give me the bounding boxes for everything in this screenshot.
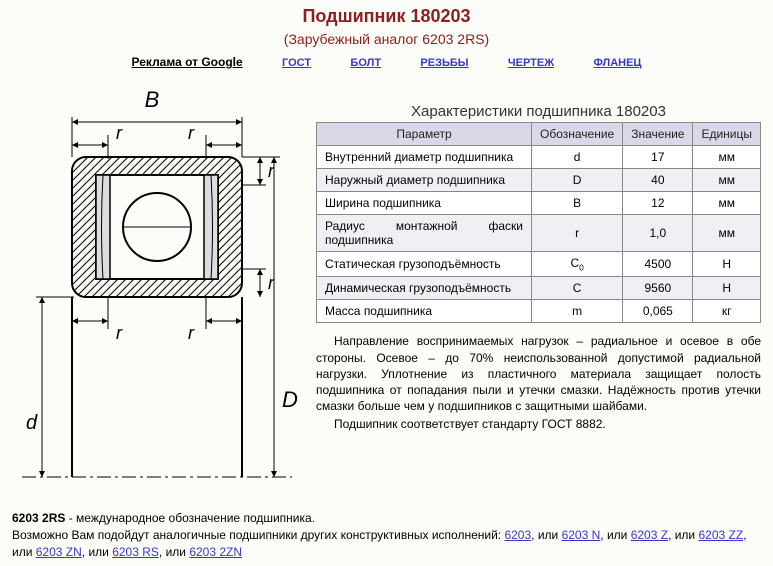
cell-symbol: r <box>532 215 623 252</box>
cell-unit: мм <box>693 169 761 192</box>
cell-param: Внутренний диаметр подшипника <box>317 146 532 169</box>
spec-table: Параметр Обозначение Значение Единицы Вн… <box>316 122 761 323</box>
footer-line1: 6203 2RS - международное обозначение под… <box>12 510 761 527</box>
alt-link[interactable]: 6203 <box>504 528 531 542</box>
page-title: Подшипник 180203 <box>12 6 761 27</box>
table-row: Радиус монтажной фаски подшипникаr1,0мм <box>317 215 761 252</box>
cell-unit: мм <box>693 215 761 252</box>
cell-value: 4500 <box>623 252 693 277</box>
intl-desc: - международное обозначение подшипника. <box>65 511 315 525</box>
cell-symbol: d <box>532 146 623 169</box>
label-r-tr: r <box>188 123 195 143</box>
label-r-tl: r <box>116 123 123 143</box>
nav-link-rezby[interactable]: РЕЗЬБЫ <box>420 57 468 69</box>
label-d: d <box>26 412 38 434</box>
desc-p2: Подшипник соответствует стандарту ГОСТ 8… <box>316 416 761 432</box>
cell-value: 12 <box>623 192 693 215</box>
bearing-diagram: B r r r r r r d <box>12 77 302 490</box>
cell-unit: мм <box>693 192 761 215</box>
cell-param: Радиус монтажной фаски подшипника <box>317 215 532 252</box>
col-param: Параметр <box>317 123 532 146</box>
cell-value: 1,0 <box>623 215 693 252</box>
nav-link-chertezh[interactable]: ЧЕРТЕЖ <box>508 57 554 69</box>
cell-value: 0,065 <box>623 300 693 323</box>
footer: 6203 2RS - международное обозначение под… <box>12 510 761 560</box>
desc-p1: Направление воспринимаемых нагрузок – ра… <box>316 333 761 414</box>
label-D: D <box>282 387 298 412</box>
nav-link-bolt[interactable]: БОЛТ <box>350 57 381 69</box>
table-row: Статическая грузоподъёмностьC04500Н <box>317 252 761 277</box>
cell-param: Наружный диаметр подшипника <box>317 169 532 192</box>
alt-link[interactable]: 6203 Z <box>631 528 668 542</box>
description-block: Направление воспринимаемых нагрузок – ра… <box>316 333 761 432</box>
table-row: Масса подшипникаm0,065кг <box>317 300 761 323</box>
cell-value: 9560 <box>623 277 693 300</box>
col-symbol: Обозначение <box>532 123 623 146</box>
cell-value: 40 <box>623 169 693 192</box>
table-row: Ширина подшипникаB12мм <box>317 192 761 215</box>
alt-link[interactable]: 6203 N <box>562 528 601 542</box>
cell-unit: Н <box>693 252 761 277</box>
cell-param: Масса подшипника <box>317 300 532 323</box>
col-unit: Единицы <box>693 123 761 146</box>
nav-link-gost[interactable]: ГОСТ <box>282 57 311 69</box>
alt-link[interactable]: 6203 RS <box>112 545 159 559</box>
footer-line2: Возможно Вам подойдут аналогичные подшип… <box>12 527 761 561</box>
cell-unit: Н <box>693 277 761 300</box>
col-value: Значение <box>623 123 693 146</box>
label-r-br: r <box>188 323 195 343</box>
ad-label[interactable]: Реклама от Google <box>132 55 243 69</box>
table-row: Внутренний диаметр подшипникаd17мм <box>317 146 761 169</box>
table-header-row: Параметр Обозначение Значение Единицы <box>317 123 761 146</box>
table-row: Наружный диаметр подшипникаD40мм <box>317 169 761 192</box>
label-B: B <box>145 87 160 112</box>
alt-link[interactable]: 6203 ZZ <box>698 528 743 542</box>
cell-symbol: C <box>532 277 623 300</box>
cell-symbol: D <box>532 169 623 192</box>
alt-link[interactable]: 6203 ZN <box>36 545 82 559</box>
cell-param: Ширина подшипника <box>317 192 532 215</box>
nav-link-flanec[interactable]: ФЛАНЕЦ <box>594 57 642 69</box>
cell-symbol: m <box>532 300 623 323</box>
cell-symbol: C0 <box>532 252 623 277</box>
alt-link[interactable]: 6203 2ZN <box>189 545 242 559</box>
cell-unit: кг <box>693 300 761 323</box>
cell-value: 17 <box>623 146 693 169</box>
spec-caption: Характеристики подшипника 180203 <box>316 103 761 120</box>
cell-param: Статическая грузоподъёмность <box>317 252 532 277</box>
nav-bar: Реклама от Google ГОСТ БОЛТ РЕЗЬБЫ ЧЕРТЕ… <box>12 55 761 69</box>
cell-unit: мм <box>693 146 761 169</box>
cell-symbol: B <box>532 192 623 215</box>
label-r-bl: r <box>116 323 123 343</box>
intl-code: 6203 2RS <box>12 511 65 525</box>
cell-param: Динамическая грузоподъёмность <box>317 277 532 300</box>
table-row: Динамическая грузоподъёмностьC9560Н <box>317 277 761 300</box>
page-subtitle: (Зарубежный аналог 6203 2RS) <box>12 31 761 47</box>
